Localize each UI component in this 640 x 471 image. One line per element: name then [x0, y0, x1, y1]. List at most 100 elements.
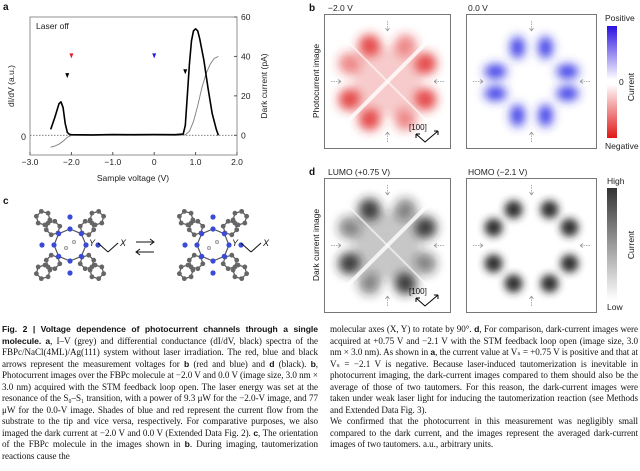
- nitrogen-atom: [39, 242, 45, 248]
- carbon-atom: [239, 208, 245, 214]
- hydrogen-atom: [206, 245, 212, 251]
- carbon-atom: [52, 218, 58, 224]
- carbon-atom: [242, 264, 248, 270]
- carbon-atom: [191, 252, 197, 258]
- nitrogen-atom: [83, 242, 89, 248]
- carbon-atom: [38, 208, 44, 214]
- caption-text: (black).: [274, 358, 311, 369]
- hydrogen-atom: [71, 239, 77, 245]
- axis-y-label: Y: [89, 238, 96, 248]
- axis-arrowhead: [385, 191, 390, 196]
- caption-ref: c: [253, 427, 259, 438]
- caption-text: molecular axes (X, Y) to rotate by 90°.: [330, 324, 475, 334]
- caption-ref: b: [310, 358, 316, 369]
- axes-arrows-icon: [97, 242, 119, 253]
- carbon-atom: [235, 262, 241, 268]
- colorbar-b-label: Current: [626, 72, 636, 102]
- caption-text: , Photocurrent images over the FBPc mole…: [2, 358, 318, 438]
- nitrogen-atom: [67, 270, 73, 276]
- caption-text: We confirmed that the photocurrent in th…: [330, 416, 638, 450]
- carbon-atom: [239, 276, 245, 282]
- carbon-atom: [48, 252, 54, 258]
- axis-arrowhead: [529, 131, 534, 136]
- carbon-atom: [92, 262, 98, 268]
- carbon-atom: [87, 217, 93, 223]
- panel-b-label: b: [309, 3, 316, 14]
- carbon-atom: [232, 274, 238, 280]
- carbon-atom: [191, 232, 197, 238]
- carbon-atom: [195, 266, 201, 272]
- axis-arrowhead: [529, 27, 534, 32]
- carbon-atom: [48, 232, 54, 238]
- carbon-atom: [190, 267, 196, 273]
- carbon-atom: [82, 218, 88, 224]
- carbon-atom: [42, 262, 48, 268]
- nitrogen-atom: [210, 226, 216, 232]
- carbon-atom: [57, 223, 63, 229]
- x-tick-label: 0: [152, 157, 157, 167]
- photocurrent-image-neg2v: [100]: [324, 14, 451, 149]
- carbon-atom: [77, 261, 83, 267]
- plot-frame: [29, 16, 238, 156]
- panel-d-label: d: [309, 167, 316, 178]
- axis-y-label: Y: [232, 238, 239, 248]
- carbon-atom: [232, 210, 238, 216]
- carbon-atom: [230, 217, 236, 223]
- atoms: [176, 208, 250, 282]
- axis-arrowhead: [433, 243, 438, 248]
- nitrogen-atom: [67, 214, 73, 220]
- carbon-atom: [200, 261, 206, 267]
- nitrogen-atom: [226, 242, 232, 248]
- carbon-atom: [35, 220, 41, 226]
- nodal-line: [346, 40, 429, 123]
- stm-image-render: [473, 21, 590, 142]
- carbon-atom: [242, 220, 248, 226]
- carbon-atom: [178, 220, 184, 226]
- carbon-atom: [91, 257, 97, 263]
- iv-curve: [50, 55, 219, 148]
- dark-current-image-lumo: [100]: [324, 178, 451, 313]
- x-tick-label: 1.0: [190, 157, 202, 167]
- nitrogen-atom: [182, 242, 188, 248]
- direction-label: [100]: [409, 123, 427, 132]
- colorbar-b-positive: Positive: [605, 13, 635, 23]
- caption-ref: b: [184, 358, 190, 369]
- carbon-atom: [186, 257, 192, 263]
- nitrogen-atom: [210, 214, 216, 220]
- y-right-tick-label: 0: [241, 130, 246, 140]
- caption-ref: d: [269, 358, 275, 369]
- caption-ref: b: [184, 439, 190, 450]
- axis-arrowhead: [479, 243, 484, 248]
- x-tick-label: −1.0: [104, 157, 121, 167]
- carbon-atom: [45, 274, 51, 280]
- colorbar-b-negative: Negative: [605, 141, 639, 151]
- image-title-b2: 0.0 V: [468, 3, 488, 13]
- direction-label: [100]: [409, 287, 427, 296]
- caption-text: , The orientation of the FBPc molecule i…: [2, 427, 318, 450]
- caption-text: . During imaging, tautomerization reacti…: [2, 439, 318, 462]
- direction-arrows-icon: [415, 130, 439, 143]
- carbon-atom: [185, 222, 191, 228]
- photocurrent-image-0v: [466, 14, 597, 149]
- colorbar-d-label: Current: [626, 230, 636, 260]
- tautomerization-arrows: [135, 238, 155, 256]
- carbon-atom: [43, 257, 49, 263]
- caption-ref: a: [430, 347, 436, 358]
- left-axis-label: dI/dV (a.u.): [6, 65, 16, 107]
- atoms: [33, 208, 107, 282]
- blue-voltage-marker: [152, 53, 157, 59]
- carbon-atom: [234, 227, 240, 233]
- carbon-atom: [57, 261, 63, 267]
- carbon-atom: [52, 266, 58, 272]
- stm-image-render: [100]: [331, 21, 444, 143]
- nitrogen-atom: [56, 253, 62, 259]
- nitrogen-atom: [199, 253, 205, 259]
- carbon-atom: [87, 267, 93, 273]
- axis-arrowhead: [337, 243, 342, 248]
- dark-current-row-label: Dark current image: [311, 208, 321, 282]
- current-lobes: [484, 200, 579, 293]
- carbon-atom: [47, 217, 53, 223]
- laser-off-annotation: Laser off: [36, 21, 70, 31]
- nitrogen-atom: [199, 231, 205, 237]
- caption-title: Fig. 2 | Voltage dependence of photocurr…: [2, 324, 318, 346]
